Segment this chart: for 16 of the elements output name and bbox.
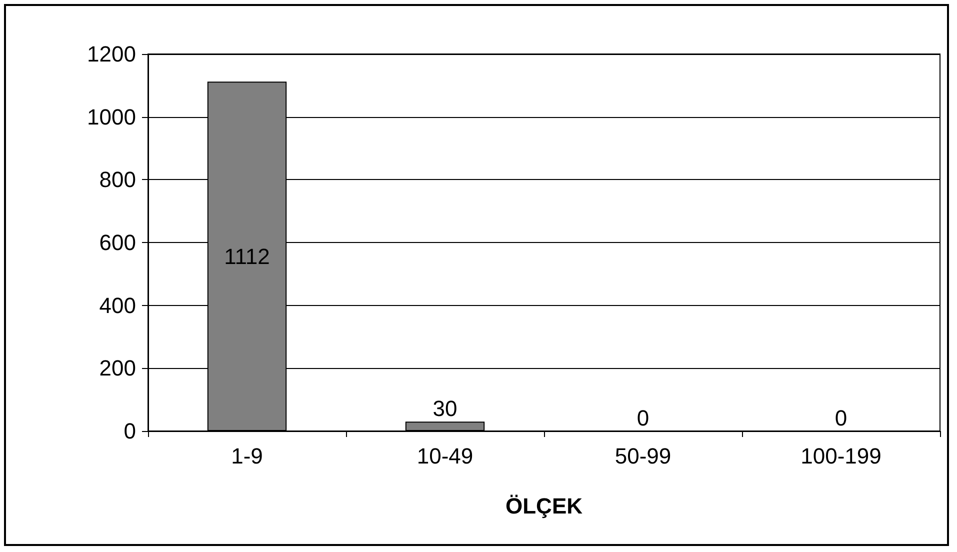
y-tick-label: 1200: [87, 42, 136, 66]
y-tick-label: 0: [124, 418, 136, 444]
data-label: 30: [432, 396, 458, 422]
x-axis-title: ÖLÇEK: [506, 494, 583, 518]
y-tick-label: 1000: [87, 104, 136, 130]
x-tick-label: 1-9: [231, 444, 263, 468]
y-tick-label: 200: [99, 356, 136, 381]
y-tick-label: 600: [99, 230, 136, 255]
y-tick-label: 400: [99, 292, 136, 318]
x-tick-label: 50-99: [614, 444, 672, 468]
data-label: 0: [834, 406, 848, 430]
data-label: 0: [636, 406, 650, 430]
data-label: 1112: [224, 244, 270, 269]
y-tick-label: 800: [99, 167, 136, 192]
x-tick-label: 100-199: [800, 444, 882, 468]
x-tick-label: 10-49: [416, 444, 474, 468]
